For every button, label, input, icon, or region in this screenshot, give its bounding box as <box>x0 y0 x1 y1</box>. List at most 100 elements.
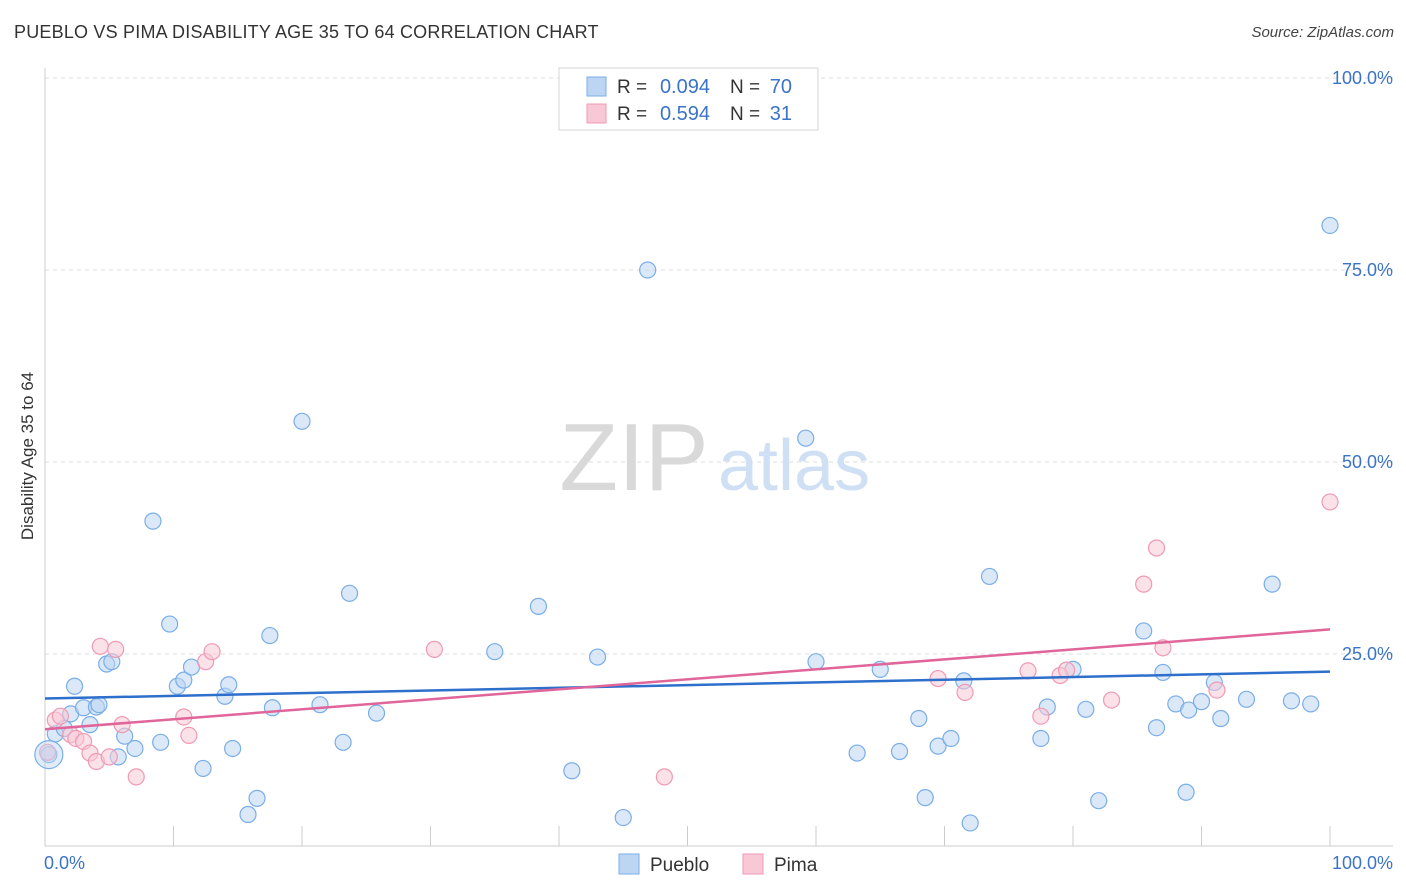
legend-r-value: 0.094 <box>660 76 710 98</box>
y-tick-label: 75.0% <box>1342 260 1393 280</box>
point-pueblo <box>194 759 212 778</box>
x-tick-label-min: 0.0% <box>44 853 85 873</box>
point-pima <box>425 640 443 658</box>
point-pima <box>100 748 118 766</box>
point-pueblo <box>563 762 581 780</box>
chart-title: PUEBLO VS PIMA DISABILITY AGE 35 TO 64 C… <box>14 22 599 42</box>
tick-labels: 25.0% 50.0% 75.0% 100.0% 0.0% 100.0% <box>44 68 1393 873</box>
y-tick-label: 25.0% <box>1342 644 1393 664</box>
point-pueblo <box>126 739 144 758</box>
point-pima <box>38 743 57 761</box>
point-pueblo <box>1180 701 1198 719</box>
point-pueblo <box>1135 622 1153 640</box>
watermark: ZIP atlas <box>559 404 870 511</box>
point-pima <box>1135 575 1153 593</box>
point-pueblo <box>916 789 934 807</box>
point-pueblo <box>1321 216 1339 235</box>
point-pueblo <box>175 671 193 689</box>
y-tick-label: 100.0% <box>1332 68 1393 88</box>
legend-r-label: R = <box>617 104 647 125</box>
point-pima <box>1032 707 1050 725</box>
legend-n-value: 70 <box>770 76 792 98</box>
point-pueblo <box>961 814 979 832</box>
point-pueblo <box>248 789 266 807</box>
point-pueblo <box>797 429 815 447</box>
series-legend-swatch-pima <box>742 853 764 875</box>
point-pueblo <box>1212 709 1230 728</box>
legend-n-value: 31 <box>770 103 792 125</box>
point-pima <box>1147 539 1166 557</box>
trend-lines <box>44 628 1331 731</box>
point-pima <box>1019 662 1037 680</box>
point-pima <box>1321 493 1339 511</box>
point-pueblo <box>1154 663 1172 682</box>
point-pueblo <box>220 676 238 694</box>
x-tick-label-max: 100.0% <box>1332 853 1393 873</box>
y-axis-label: Disability Age 35 to 64 <box>18 372 37 540</box>
point-pueblo-cluster <box>34 740 64 770</box>
point-pueblo <box>980 567 999 586</box>
point-pueblo <box>1147 719 1166 737</box>
point-pueblo <box>486 643 504 661</box>
point-pueblo <box>340 584 359 602</box>
point-pueblo <box>1077 700 1095 718</box>
point-pueblo <box>848 744 866 762</box>
point-pueblo <box>614 808 632 827</box>
point-pueblo <box>807 653 825 671</box>
point-pueblo <box>161 615 179 633</box>
axes <box>44 68 1393 847</box>
gridlines <box>45 77 1393 655</box>
point-pueblo <box>1237 690 1256 708</box>
point-pueblo <box>942 729 960 748</box>
point-pima <box>1057 661 1076 679</box>
point-pueblo <box>239 805 257 824</box>
point-pueblo <box>90 696 108 714</box>
chart-source: Source: ZipAtlas.com <box>1251 24 1394 41</box>
point-pueblo <box>1032 729 1050 748</box>
trend-line-pueblo <box>44 670 1331 700</box>
legend-r-value: 0.594 <box>660 103 710 125</box>
point-pueblo <box>910 709 928 728</box>
point-pueblo <box>1090 792 1108 810</box>
series-legend-label-pima: Pima <box>774 855 818 876</box>
point-pueblo <box>261 626 279 645</box>
watermark-atlas: atlas <box>718 426 870 506</box>
point-pueblo <box>334 733 352 751</box>
y-tick-label: 50.0% <box>1342 452 1393 472</box>
point-pueblo <box>529 597 548 615</box>
stats-legend: R = 0.094 N = 70 R = 0.594 N = 31 <box>558 67 819 131</box>
series-legend: Pueblo Pima <box>618 853 818 876</box>
point-pima <box>180 726 198 745</box>
point-pueblo <box>293 412 311 430</box>
point-pueblo <box>311 696 329 714</box>
point-pueblo <box>929 737 947 755</box>
point-pueblo <box>1192 693 1211 711</box>
legend-r-label: R = <box>617 77 647 98</box>
legend-swatch-pima <box>586 103 607 124</box>
point-pueblo <box>1282 692 1301 710</box>
point-pima <box>203 643 221 661</box>
point-pueblo <box>890 742 909 761</box>
series-legend-label-pueblo: Pueblo <box>650 855 709 876</box>
point-pueblo <box>65 677 84 695</box>
point-pueblo <box>1302 695 1320 713</box>
point-pueblo <box>639 261 657 279</box>
point-pueblo <box>1177 783 1195 801</box>
point-pima <box>91 637 109 655</box>
point-pima <box>956 683 974 702</box>
point-pima <box>1208 681 1226 699</box>
point-pueblo <box>367 704 386 722</box>
point-pueblo <box>144 512 162 530</box>
point-pueblo <box>224 739 242 758</box>
legend-n-label: N = <box>730 104 760 125</box>
series-legend-swatch-pueblo <box>618 853 640 875</box>
point-pueblo <box>588 648 607 666</box>
legend-swatch-pueblo <box>586 76 607 97</box>
point-pima <box>107 640 125 658</box>
trend-line-pima <box>44 628 1331 731</box>
point-pima <box>1102 691 1121 709</box>
point-pueblo <box>152 733 170 751</box>
point-pima <box>655 768 673 786</box>
point-pueblo <box>263 699 282 717</box>
